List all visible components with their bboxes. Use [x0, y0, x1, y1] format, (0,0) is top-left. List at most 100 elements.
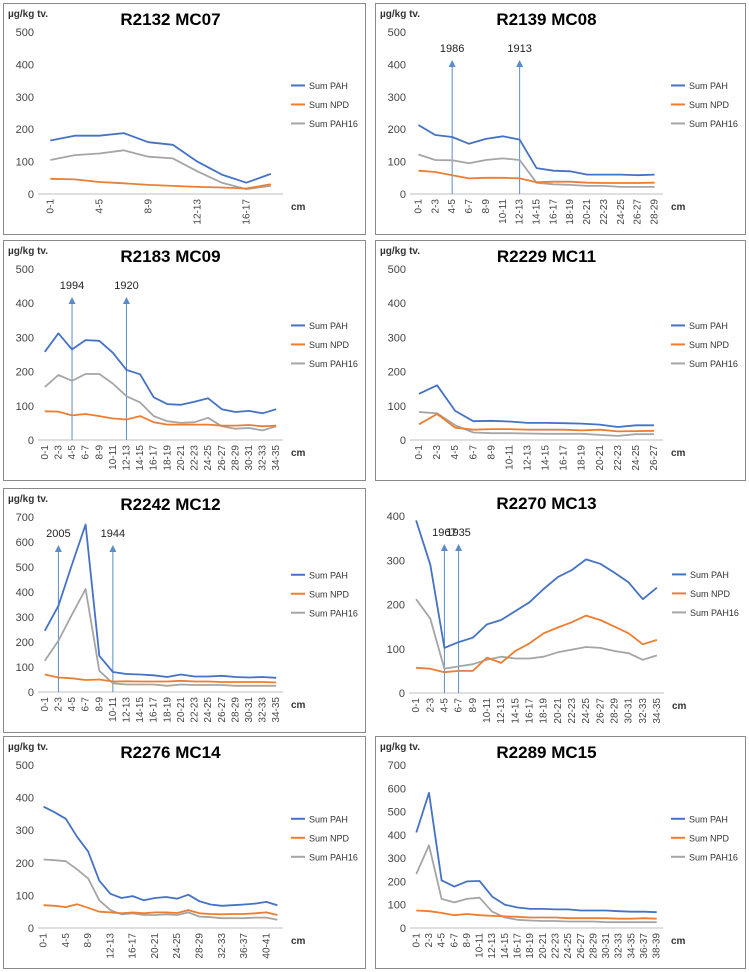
x-tick-label: 18-19	[162, 697, 173, 723]
x-tick-label: 20-21	[176, 445, 187, 471]
y-tick-label: 500	[388, 807, 406, 819]
x-tick-label: 8-9	[468, 698, 479, 713]
y-tick-label: 400	[387, 511, 405, 523]
x-tick-label: 6-7	[81, 445, 92, 460]
dating-year-label: 1994	[60, 280, 84, 292]
series-line-sum-npd	[418, 169, 655, 184]
x-tick-label: 24-25	[203, 445, 214, 471]
x-tick-label: 24-25	[203, 697, 214, 723]
x-tick-label: 24-25	[563, 933, 574, 959]
x-tick-label: 2-3	[425, 698, 436, 713]
x-tick-label: 18-19	[162, 445, 173, 471]
x-tick-label: 34-35	[626, 933, 637, 959]
chart-r2270-mc13: R2270 MC13 0 100 200 300 400 0-1 2-3 4-5 6-7 8-9 10…	[387, 494, 739, 724]
x-tick-label: 4-5	[447, 199, 458, 214]
x-tick-label: 34-35	[271, 445, 282, 471]
y-tick-label: 0	[400, 435, 406, 447]
x-tick-label: 28-29	[650, 199, 661, 225]
x-axis-unit-label: cm	[672, 701, 687, 712]
legend-label: Sum PAH	[689, 814, 728, 824]
x-tick-label: 22-23	[599, 199, 610, 225]
y-tick-label: 100	[388, 401, 406, 413]
x-tick-label: 16-17	[241, 199, 252, 225]
x-tick-label: 18-19	[565, 199, 576, 225]
x-tick-label: 18-19	[525, 933, 536, 959]
y-tick-label: 0	[400, 923, 406, 935]
x-axis-unit-label: cm	[671, 936, 686, 947]
x-tick-label: 22-23	[567, 698, 578, 724]
y-tick-label: 500	[16, 27, 34, 39]
dating-year-label: 2005	[46, 528, 70, 540]
y-axis-unit-label: µg/kg tv.	[8, 246, 48, 257]
x-tick-label: 4-5	[94, 199, 105, 214]
chart-r2289-mc15: R2289 MC15 µg/kg tv. 0 100 200 300 400 500 600 70…	[380, 742, 738, 959]
y-tick-label: 300	[16, 612, 34, 624]
y-tick-label: 200	[16, 858, 34, 870]
y-tick-label: 200	[16, 637, 34, 649]
x-tick-label: 0-1	[411, 698, 422, 713]
x-tick-label: 12-13	[121, 697, 132, 723]
x-tick-label: 12-13	[105, 933, 116, 959]
y-tick-label: 400	[388, 59, 406, 71]
chart-title: R2229 MC11	[497, 247, 596, 266]
dating-arrow-head	[455, 544, 463, 551]
chart-panel-r2139-mc08: R2139 MC08 µg/kg tv. 0 100 200 300 400 500 0-1 2-…	[375, 3, 746, 235]
x-tick-label: 36-37	[239, 933, 250, 959]
x-tick-label: 28-29	[194, 933, 205, 959]
x-tick-label: 4-5	[437, 933, 448, 948]
chart-panel-r2229-mc11: R2229 MC11 µg/kg tv. 0 100 200 300 400 500 0-1 2-…	[375, 240, 746, 481]
chart-r2229-mc11: R2229 MC11 µg/kg tv. 0 100 200 300 400 500 0-1 2-…	[380, 246, 738, 471]
y-tick-label: 500	[388, 27, 406, 39]
y-axis-unit-label: µg/kg tv.	[380, 246, 420, 257]
x-tick-label: 8-9	[94, 445, 105, 460]
x-tick-label: 26-27	[595, 698, 606, 724]
x-tick-label: 20-21	[595, 445, 606, 471]
y-axis-unit-label: µg/kg tv.	[8, 9, 48, 20]
x-tick-label: 32-33	[258, 445, 269, 471]
dating-year-label: 1913	[507, 43, 531, 55]
x-tick-label: 0-1	[411, 933, 422, 948]
x-tick-label: 32-33	[258, 697, 269, 723]
chart-title: R2270 MC13	[496, 494, 596, 513]
dating-year-label: 1920	[114, 280, 138, 292]
x-tick-label: 20-21	[176, 697, 187, 723]
series-line-sum-pah16	[415, 844, 657, 924]
x-tick-label: 10-11	[475, 933, 486, 958]
x-tick-label: 18-19	[539, 698, 550, 724]
x-tick-label: 34-35	[652, 698, 663, 724]
x-axis-unit-label: cm	[291, 700, 306, 711]
series-line-sum-pah16	[44, 373, 277, 432]
x-tick-label: 4-5	[67, 445, 78, 460]
y-axis-unit-label: µg/kg tv.	[380, 9, 420, 20]
series-line-sum-pah16	[418, 411, 654, 437]
legend-label: Sum PAH16	[689, 852, 738, 862]
x-tick-label: 2-3	[430, 199, 441, 214]
series-line-sum-pah	[415, 792, 657, 914]
y-tick-label: 400	[16, 793, 34, 805]
x-tick-label: 18-19	[577, 445, 588, 471]
x-tick-label: 10-11	[108, 697, 119, 722]
x-tick-label: 12-13	[192, 199, 203, 225]
x-tick-label: 22-23	[190, 445, 201, 471]
x-tick-label: 20-21	[150, 933, 161, 959]
y-axis-unit-label: µg/kg tv.	[380, 742, 420, 753]
x-tick-label: 20-21	[582, 199, 593, 225]
series-line-sum-npd	[50, 177, 271, 190]
x-tick-label: 14-15	[500, 933, 511, 959]
x-axis-unit-label: cm	[671, 202, 686, 213]
x-tick-label: 28-29	[230, 697, 241, 723]
chart-r2132-mc07: R2132 MC07 µg/kg tv. 0 100 200 300 400 500 0-1 4-…	[8, 9, 358, 225]
x-tick-label: 30-31	[244, 697, 255, 723]
x-tick-label: 0-1	[414, 445, 425, 460]
x-tick-label: 20-21	[538, 933, 549, 959]
y-tick-label: 100	[16, 401, 34, 413]
chart-r2276-mc14: R2276 MC14 µg/kg tv. 0 100 200 300 400 500 0-1 4-…	[8, 742, 358, 959]
chart-r2183-mc09: R2183 MC09 µg/kg tv. 0 100 200 300 400 500 0-1 2-…	[8, 246, 358, 471]
x-tick-label: 4-5	[67, 697, 78, 712]
x-tick-label: 6-7	[449, 933, 460, 948]
chart-title: R2132 MC07	[120, 10, 220, 29]
legend-label: Sum NPD	[309, 833, 350, 843]
x-tick-label: 24-25	[581, 698, 592, 724]
x-tick-label: 16-17	[548, 199, 559, 225]
dating-arrow-head	[440, 544, 448, 551]
